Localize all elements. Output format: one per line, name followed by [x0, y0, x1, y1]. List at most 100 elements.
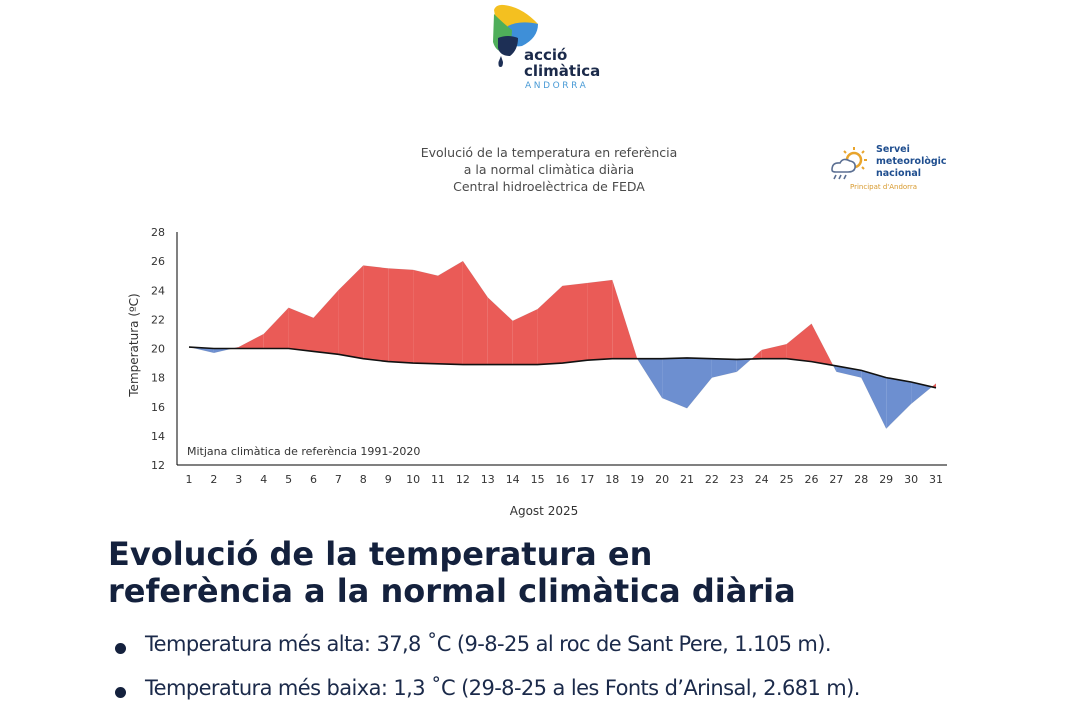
chart-title-line: a la normal climàtica diària [464, 162, 634, 177]
x-tick-label: 11 [431, 473, 445, 486]
deviation-area [662, 357, 687, 409]
logo-line-1: acció [524, 46, 568, 64]
deviation-area [736, 358, 752, 372]
x-tick-label: 19 [630, 473, 644, 486]
x-tick-label: 12 [456, 473, 470, 486]
x-tick-label: 31 [929, 473, 943, 486]
deviation-area [612, 280, 638, 359]
deviation-area [238, 333, 264, 349]
deviation-area [438, 261, 463, 365]
page-heading: Evolució de la temperatura en referència… [108, 536, 1048, 610]
y-tick-label: 24 [151, 284, 165, 297]
x-tick-label: 10 [406, 473, 420, 486]
chart-annotation: Mitjana climàtica de referència 1991-202… [187, 445, 420, 458]
sun-cloud-icon [831, 147, 867, 180]
deviation-area [512, 309, 538, 365]
observed-temperature-line [188, 260, 937, 430]
deviation-area [537, 285, 563, 365]
deviation-area [836, 365, 862, 378]
x-tick-label: 9 [385, 473, 392, 486]
list-item-max-temperature: Temperatura més alta: 37,8 ˚C (9-8-25 al… [112, 632, 860, 676]
smn-name-line-2: meteorològic [876, 156, 947, 167]
deviation-area [288, 307, 314, 352]
deviation-area [338, 265, 364, 359]
y-tick-label: 14 [151, 430, 165, 443]
deviation-area [886, 377, 912, 429]
deviation-area [462, 261, 488, 365]
x-tick-label: 7 [335, 473, 342, 486]
x-tick-label: 20 [655, 473, 669, 486]
x-tick-label: 27 [829, 473, 843, 486]
x-tick-label: 13 [481, 473, 495, 486]
heading-line-1: Evolució de la temperatura en [108, 535, 653, 573]
deviation-area [911, 381, 932, 404]
y-tick-label: 16 [151, 401, 165, 414]
accio-climatica-logo: acció climàtica ANDORRA [490, 4, 610, 94]
deviation-area [833, 365, 837, 372]
chart-axes [176, 232, 947, 466]
x-tick-label: 24 [755, 473, 769, 486]
smn-subtitle: Principat d'Andorra [850, 183, 918, 191]
chart-areas [189, 261, 936, 429]
list-item-min-temperature: Temperatura més baixa: 1,3 ˚C (29-8-25 a… [112, 676, 860, 720]
y-tick-label: 22 [151, 313, 165, 326]
x-tick-label: 6 [310, 473, 317, 486]
deviation-area [313, 290, 339, 355]
x-tick-label: 15 [531, 473, 545, 486]
deviation-area [213, 348, 233, 353]
stats-list: Temperatura més alta: 37,8 ˚C (9-8-25 al… [112, 632, 860, 720]
deviation-area [363, 265, 389, 362]
smn-logo: Servei meteorològic nacional Principat d… [828, 142, 958, 194]
x-tick-label: 5 [285, 473, 292, 486]
y-tick-label: 12 [151, 459, 165, 472]
x-tick-label: 22 [705, 473, 719, 486]
x-tick-label: 18 [605, 473, 619, 486]
normal-temperature-line [188, 346, 937, 389]
temperature-chart: Evolució de la temperatura en referència… [127, 145, 947, 518]
deviation-area [263, 307, 289, 349]
chart-title: Evolució de la temperatura en referència… [421, 145, 678, 194]
deviation-area [562, 282, 588, 364]
x-tick-label: 25 [780, 473, 794, 486]
x-tick-label: 3 [235, 473, 242, 486]
x-tick-label: 16 [556, 473, 570, 486]
heading-line-2: referència a la normal climàtica diària [108, 572, 796, 610]
deviation-area [637, 358, 663, 399]
x-tick-label: 2 [210, 473, 217, 486]
x-tick-label: 1 [186, 473, 193, 486]
x-tick-label: 26 [805, 473, 819, 486]
y-tick-label: 26 [151, 255, 165, 268]
chart-title-line: Evolució de la temperatura en referència [421, 145, 678, 160]
chart-lines [188, 260, 937, 430]
deviation-area [751, 349, 762, 359]
chart-title-line: Central hidroelèctrica de FEDA [453, 179, 645, 194]
deviation-area [761, 344, 787, 359]
y-tick-label: 20 [151, 343, 165, 356]
x-axis-label: Agost 2025 [510, 504, 578, 518]
y-tick-label: 18 [151, 372, 165, 385]
deviation-area [487, 297, 513, 365]
accio-climatica-emblem-icon [493, 4, 538, 67]
y-axis-label: Temperatura (ºC) [127, 293, 141, 397]
x-tick-label: 8 [360, 473, 367, 486]
x-tick-label: 17 [580, 473, 594, 486]
x-tick-label: 30 [904, 473, 918, 486]
smn-name-line-3: nacional [876, 168, 922, 179]
x-tick-label: 4 [260, 473, 267, 486]
x-tick-label: 23 [730, 473, 744, 486]
x-tick-label: 14 [506, 473, 520, 486]
smn-name-line-1: Servei [876, 144, 910, 155]
deviation-area [861, 370, 887, 429]
y-tick-label: 28 [151, 226, 165, 239]
deviation-area [711, 358, 737, 378]
deviation-area [687, 357, 712, 409]
deviation-area [587, 280, 613, 361]
x-tick-label: 21 [680, 473, 694, 486]
logo-line-2: climàtica [524, 62, 601, 80]
deviation-area [388, 268, 414, 364]
x-tick-label: 29 [879, 473, 893, 486]
smn-name: Servei meteorològic nacional [876, 144, 966, 180]
logo-line-3: ANDORRA [525, 81, 589, 91]
x-tick-label: 28 [854, 473, 868, 486]
